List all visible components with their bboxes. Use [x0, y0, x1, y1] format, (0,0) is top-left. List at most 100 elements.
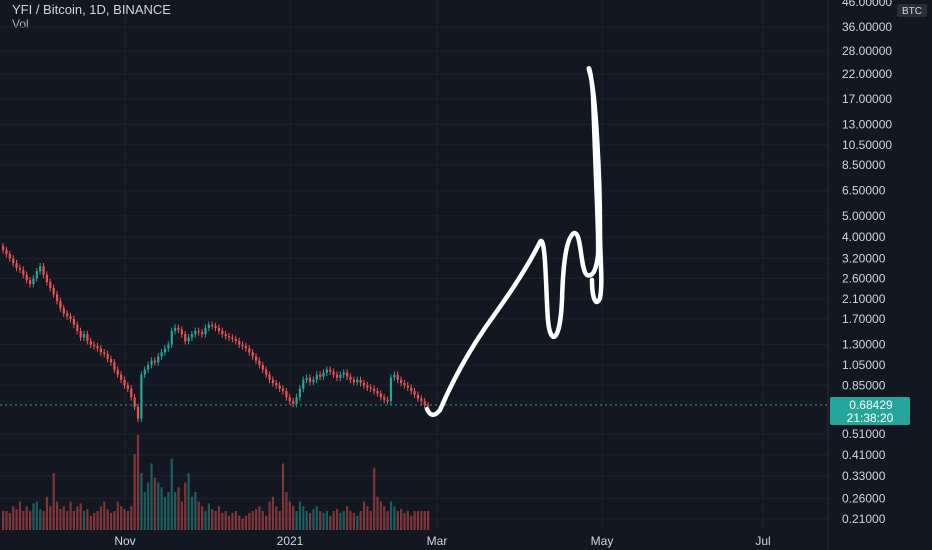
candle-body: [383, 397, 386, 400]
candle-body: [410, 387, 413, 392]
candle-body: [298, 388, 302, 398]
volume-bar: [278, 511, 281, 530]
candle-body: [45, 274, 49, 283]
candle-body: [261, 365, 264, 370]
candle-body: [406, 385, 409, 388]
volume-bar: [15, 509, 18, 530]
volume-bar: [123, 509, 126, 530]
volume-bar: [2, 511, 5, 530]
candle-body: [319, 374, 322, 377]
candle-body: [241, 344, 244, 347]
volume-bar: [214, 511, 217, 530]
volume-bar: [389, 501, 393, 530]
candle-body: [227, 336, 231, 338]
candle-body: [221, 330, 224, 335]
candle-body: [359, 379, 362, 384]
candle-body: [163, 348, 167, 353]
time-axis-bg: [0, 530, 828, 550]
volume-bar: [231, 512, 234, 530]
candle-body: [15, 263, 18, 268]
volume-bar: [258, 506, 261, 530]
price-tick-label: 5.00000: [842, 209, 886, 223]
volume-bar: [133, 454, 136, 530]
volume-bar: [180, 501, 183, 530]
candle-body: [265, 369, 268, 375]
price-axis[interactable]: 46.00000 BTC 36.00000 28.00000 22.00000 17.…: [842, 0, 927, 526]
volume-bar: [28, 511, 32, 530]
volume-bar: [76, 506, 79, 530]
candle-body: [292, 401, 295, 404]
volume-bar: [42, 511, 45, 530]
volume-bar: [319, 511, 322, 530]
candle-body: [214, 325, 217, 328]
volume-bar: [45, 496, 49, 530]
candle-body: [207, 324, 210, 328]
candle-body: [275, 383, 278, 386]
volume-bar: [79, 503, 82, 530]
candle-body: [96, 346, 99, 349]
candle-body: [281, 388, 285, 392]
candle-body: [329, 369, 332, 372]
volume-bar: [292, 506, 295, 530]
candle-body: [342, 372, 345, 375]
volume-bar: [204, 511, 207, 530]
price-tick-label: 1.70000: [842, 312, 886, 326]
volume-bar: [96, 511, 99, 530]
candle-body: [143, 369, 146, 375]
volume-bar: [427, 511, 430, 530]
candle-body: [140, 374, 143, 419]
candle-body: [244, 346, 248, 349]
volume-bar: [305, 511, 308, 530]
volume-bar: [281, 463, 285, 530]
time-tick-label: Nov: [114, 534, 135, 548]
volume-bar: [400, 509, 403, 530]
volume-bar: [12, 506, 15, 530]
volume-bar: [55, 501, 59, 530]
candle-body: [177, 327, 180, 330]
candle-body: [379, 393, 382, 398]
candle-body: [339, 374, 342, 378]
volume-bar: [25, 506, 28, 530]
freehand-drawing[interactable]: [424, 66, 604, 417]
volume-bar: [285, 492, 288, 530]
candle-body: [335, 374, 339, 378]
candle-body: [423, 401, 426, 406]
candle-body: [201, 332, 204, 335]
price-tick-label: 1.05000: [842, 358, 886, 372]
price-tick-label: 17.00000: [842, 92, 892, 106]
volume-bar: [241, 518, 244, 530]
time-tick-label: Jul: [755, 534, 770, 548]
volume-bar: [224, 511, 227, 530]
volume-bar: [174, 492, 177, 530]
candle-body: [136, 406, 140, 419]
volume-bar: [315, 506, 318, 530]
time-axis[interactable]: Nov 2021 Mar May Jul: [114, 534, 770, 548]
volume-bar: [211, 509, 214, 530]
volume-bar: [423, 511, 426, 530]
volume-bar: [420, 511, 423, 530]
volume-bar: [275, 506, 278, 530]
price-tick-label: 0.26000: [842, 492, 886, 506]
volume-bar: [221, 512, 224, 530]
price-tick-label: 0.41000: [842, 448, 886, 462]
volume-bars: [2, 435, 430, 530]
volume-bar: [89, 515, 92, 530]
candle-body: [251, 352, 254, 357]
candle-body: [79, 330, 82, 338]
volume-bar: [62, 506, 65, 530]
candle-body: [120, 374, 123, 380]
volume-bar: [271, 496, 275, 530]
candle-body: [126, 385, 130, 389]
candle-body: [59, 301, 62, 309]
volume-bar: [254, 509, 258, 530]
candle-body: [8, 254, 11, 259]
volume-bar: [126, 511, 130, 530]
symbol-title[interactable]: YFI / Bitcoin, 1D, BINANCE: [12, 2, 171, 17]
volume-bar: [177, 487, 180, 530]
volume-bar: [234, 511, 237, 530]
price-tick-label: 1.30000: [842, 338, 886, 352]
volume-bar: [160, 487, 163, 530]
candle-body: [315, 374, 318, 380]
volume-bar: [99, 506, 103, 530]
